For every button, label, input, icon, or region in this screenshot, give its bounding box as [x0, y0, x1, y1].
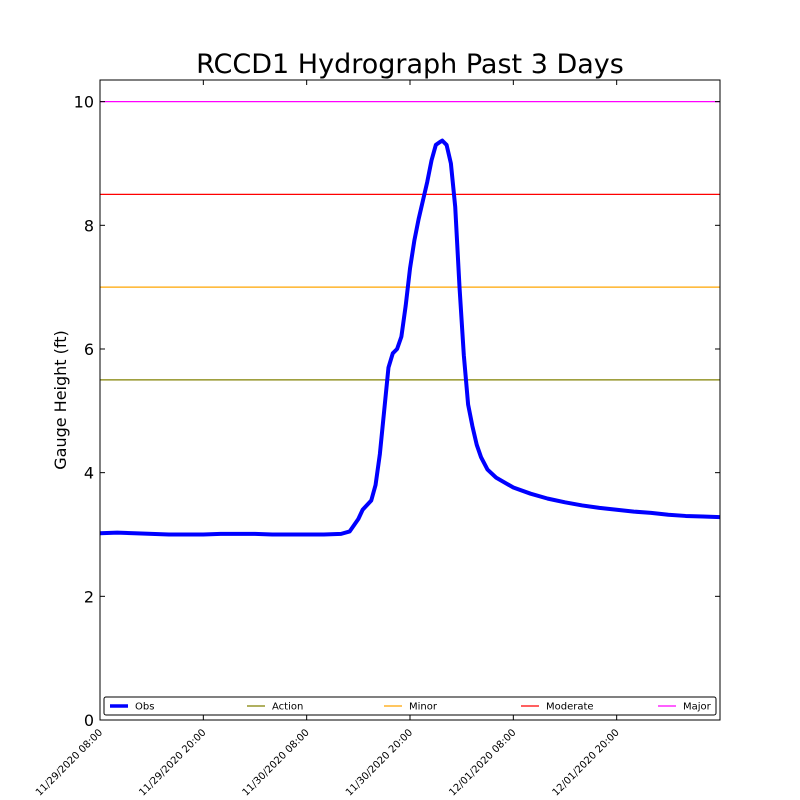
y-tick-label: 8 [84, 216, 94, 235]
x-tick-label: 12/01/2020 08:00 [447, 727, 518, 798]
legend-label: Moderate [546, 702, 594, 713]
legend-label: Action [272, 702, 303, 713]
legend-item-action: Action [247, 702, 303, 713]
y-axis-ticks: 0 2 4 6 8 10 [74, 93, 720, 730]
legend-item-moderate: Moderate [521, 702, 594, 713]
y-tick-label: 6 [84, 340, 94, 359]
legend: Obs Action Minor Moderate Major [103, 696, 717, 716]
legend-box [103, 696, 717, 716]
y-axis-label: Gauge Height (ft) [51, 330, 70, 470]
x-tick-label: 11/30/2020 08:00 [241, 727, 312, 798]
legend-item-minor: Minor [384, 702, 438, 713]
x-tick-label: 12/01/2020 20:00 [551, 727, 622, 798]
threshold-lines [100, 101, 720, 381]
legend-item-obs: Obs [110, 702, 154, 713]
x-axis-ticks: 11/29/2020 08:00 11/29/2020 20:00 11/30/20… [34, 80, 622, 799]
series-line-obs [99, 138, 721, 537]
y-tick-label: 2 [84, 587, 94, 606]
legend-item-major: Major [658, 702, 712, 713]
legend-label: Major [683, 702, 712, 713]
legend-label: Obs [135, 702, 154, 713]
x-tick-label: 11/29/2020 08:00 [34, 727, 105, 798]
legend-label: Minor [409, 702, 438, 713]
x-tick-label: 11/29/2020 20:00 [137, 727, 208, 798]
x-tick-label: 11/30/2020 20:00 [344, 727, 415, 798]
y-tick-label: 0 [84, 711, 94, 730]
plot-frame [99, 79, 721, 721]
series-group [99, 138, 721, 537]
chart-title: RCCD1 Hydrograph Past 3 Days [196, 49, 624, 80]
y-tick-label: 10 [74, 93, 94, 112]
y-tick-label: 4 [84, 464, 94, 483]
